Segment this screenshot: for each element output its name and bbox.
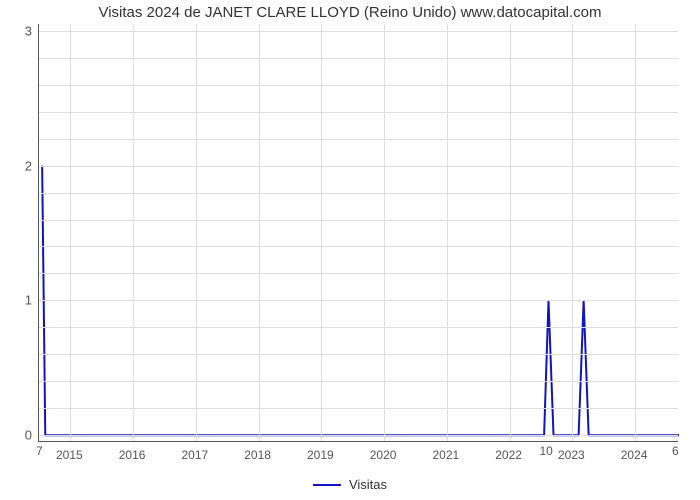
gridline-v xyxy=(635,24,636,441)
gridline-v xyxy=(447,24,448,441)
gridline-h xyxy=(39,112,678,113)
gridline-h xyxy=(39,58,678,59)
x-tick-label: 2024 xyxy=(621,448,648,462)
x-tick-label: 2018 xyxy=(244,448,271,462)
legend-label: Visitas xyxy=(349,477,387,492)
gridline-v xyxy=(196,24,197,441)
chart-container: Visitas 2024 de JANET CLARE LLOYD (Reino… xyxy=(0,0,700,500)
gridline-v xyxy=(572,24,573,441)
gridline-h xyxy=(39,85,678,86)
legend: Visitas xyxy=(0,476,700,492)
gridline-v xyxy=(510,24,511,441)
gridline-h xyxy=(39,300,678,301)
gridline-h xyxy=(39,139,678,140)
x-tick-label: 2020 xyxy=(370,448,397,462)
gridline-h xyxy=(39,435,678,436)
y-tick-label: 1 xyxy=(4,293,32,308)
gridline-h xyxy=(39,408,678,409)
gridline-h xyxy=(39,273,678,274)
gridline-v xyxy=(70,24,71,441)
plot-area xyxy=(38,24,678,442)
chart-title: Visitas 2024 de JANET CLARE LLOYD (Reino… xyxy=(0,4,700,21)
gridline-h xyxy=(39,354,678,355)
y-tick-label: 3 xyxy=(4,23,32,38)
x-tick-label: 2022 xyxy=(495,448,522,462)
x-tick-label: 2017 xyxy=(182,448,209,462)
x-tick-label: 2015 xyxy=(56,448,83,462)
gridline-h xyxy=(39,31,678,32)
gridline-h xyxy=(39,381,678,382)
gridline-h xyxy=(39,220,678,221)
corner-label-right: 10 xyxy=(539,444,552,458)
gridline-v xyxy=(321,24,322,441)
gridline-h xyxy=(39,327,678,328)
x-tick-label: 2016 xyxy=(119,448,146,462)
gridline-h xyxy=(39,246,678,247)
gridline-h xyxy=(39,193,678,194)
x-tick-label: 2019 xyxy=(307,448,334,462)
y-tick-label: 2 xyxy=(4,158,32,173)
gridline-v xyxy=(384,24,385,441)
x-tick-label: 2023 xyxy=(558,448,585,462)
corner-label-br: 6 xyxy=(672,444,679,458)
gridline-h xyxy=(39,166,678,167)
line-series xyxy=(39,24,679,442)
gridline-v xyxy=(259,24,260,441)
x-tick-label: 2021 xyxy=(432,448,459,462)
y-tick-label: 0 xyxy=(4,428,32,443)
gridline-v xyxy=(133,24,134,441)
legend-swatch xyxy=(313,484,341,486)
corner-label-bl: 7 xyxy=(36,444,43,458)
